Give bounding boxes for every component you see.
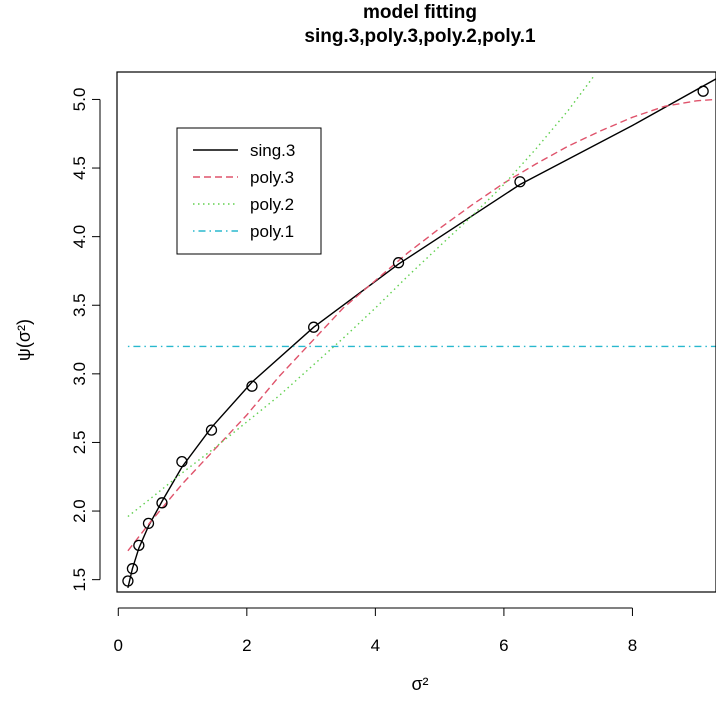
data-point (126, 563, 139, 575)
data-point (308, 321, 320, 333)
x-tick-label: 4 (371, 636, 380, 655)
y-tick-label: 3.5 (70, 293, 89, 317)
legend-label-poly.2: poly.2 (250, 195, 294, 214)
y-tick-label: 3.0 (70, 362, 89, 386)
series-line-sing.3 (127, 78, 716, 589)
legend-label-poly.3: poly.3 (250, 168, 294, 187)
y-tick-label: 2.5 (70, 431, 89, 455)
legend: sing.3 poly.3 poly.2 poly.1 (176, 127, 322, 255)
y-tick-label: 2.0 (70, 499, 89, 523)
series-line-poly.3 (127, 98, 716, 552)
plot-area (122, 75, 716, 589)
data-point (246, 380, 258, 392)
y-axis-label: ψ(σ²) (14, 319, 34, 361)
legend-box (176, 127, 322, 255)
x-tick-label: 6 (499, 636, 508, 655)
data-point (514, 176, 526, 188)
x-axis-label: σ² (411, 674, 428, 694)
x-tick-label: 8 (628, 636, 637, 655)
legend-label-poly.1: poly.1 (250, 222, 294, 241)
chart-title: model fitting (363, 2, 477, 23)
x-axis: 0 2 4 6 8 (114, 607, 637, 655)
data-point (133, 539, 145, 552)
plot-frame (116, 71, 716, 593)
x-tick-label: 0 (114, 636, 123, 655)
data-point (205, 424, 218, 436)
data-point (176, 456, 188, 468)
data-point (122, 575, 134, 587)
chart-subtitle: sing.3,poly.3,poly.2,poly.1 (304, 26, 536, 47)
x-tick-label: 2 (242, 636, 251, 655)
series-line-poly.2 (127, 75, 595, 518)
y-axis: 1.5 2.0 2.5 3.0 3.5 4.0 4.5 5.0 (70, 88, 101, 592)
data-point (156, 497, 168, 509)
data-point (142, 517, 155, 530)
legend-label-sing.3: sing.3 (250, 141, 295, 160)
data-point (697, 85, 709, 97)
y-tick-label: 4.5 (70, 156, 89, 180)
y-tick-label: 1.5 (70, 568, 89, 592)
y-tick-label: 4.0 (70, 225, 89, 249)
y-tick-label: 5.0 (70, 88, 89, 112)
data-point (392, 257, 405, 269)
